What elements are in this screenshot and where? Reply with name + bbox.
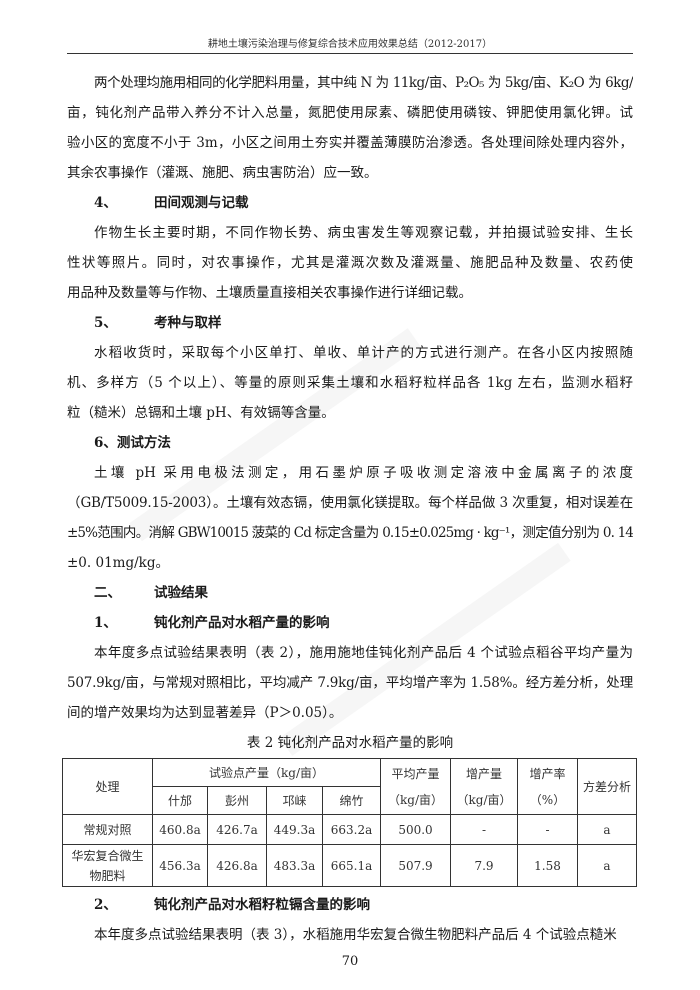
- heading-title: 钝化剂产品对水稻产量的影响: [154, 615, 330, 631]
- text-line: 本年度多点试验结果表明（表 2），施用施地佳钝化剂产品后 4 个试验点稻谷平均产…: [94, 645, 633, 661]
- header-anova: 方差分析: [577, 758, 637, 815]
- text-line: 其余农事操作（灌溉、施肥、病虫害防治）应一致。: [67, 165, 378, 181]
- section-heading: 6、测试方法: [94, 435, 171, 451]
- header-increase: 增产量 （kg/亩）: [450, 758, 518, 815]
- header-site: 什邡: [152, 786, 208, 815]
- paragraph: 作物生长主要时期，不同作物长势、病虫害发生等观察记载，并拍摄试验安排、生长性状等…: [67, 218, 633, 308]
- table-row: 华宏复合微生 物肥料 456.3a 426.8a 483.3a 665.1a 507.9 7.…: [62, 844, 637, 887]
- header-site: 邛崃: [266, 786, 323, 815]
- section-heading: 5、 考种与取样: [67, 308, 633, 338]
- table-cell: a: [577, 844, 637, 887]
- section-heading: 二、 试验结果: [67, 578, 633, 608]
- text-line: ±0. 01mg/kg。: [67, 555, 169, 571]
- table-cell: 1.58: [517, 844, 578, 887]
- table-cell: -: [517, 814, 578, 845]
- table-cell: 426.8a: [207, 844, 267, 887]
- heading-number: 1、: [94, 615, 117, 631]
- heading-title: 试验结果: [154, 585, 208, 601]
- header-sites: 试验点产量（kg/亩）: [152, 758, 381, 787]
- paragraph: 水稻收货时，采取每个小区单打、单收、单计产的方式进行测产。在各小区内按照随机、多…: [67, 338, 633, 428]
- text-line: 性状等照片。同时，对农事操作，尤其是灌溉次数及灌溉量、施肥品种及数量、农药使: [67, 255, 633, 271]
- table-cell: -: [450, 814, 518, 845]
- header-site: 彭州: [207, 786, 267, 815]
- text-line: ±5%范围内。消解 GBW10015 菠菜的 Cd 标定含量为 0.15±0.0…: [67, 525, 633, 541]
- text-line: 粒（糙米）总镉和土壤 pH、有效镉等含量。: [67, 405, 335, 421]
- paragraph: 土壤 pH 采用电极法测定，用石墨炉原子吸收测定溶液中金属离子的浓度 （GB/T5…: [67, 458, 633, 578]
- heading-title: 田间观测与记载: [154, 195, 249, 211]
- yield-table: 处理 试验点产量（kg/亩） 平均产量 （kg/亩） 增产量 （kg/亩） 增产率（…: [62, 758, 637, 887]
- text-line: （GB/T5009.15-2003）。土壤有效态镉，使用氯化镁提取。每个样品做 …: [67, 495, 633, 511]
- paragraph: 本年度多点试验结果表明（表 3），水稻施用华宏复合微生物肥料产品后 4 个试验点…: [67, 920, 633, 950]
- heading-number: 5、: [94, 315, 117, 331]
- heading-number: 4、: [94, 195, 117, 211]
- text-line: 机、多样方（5 个以上）、等量的原则采集土壤和水稻籽粒样品各 1kg 左右，监测…: [67, 375, 633, 391]
- table-cell: 449.3a: [266, 814, 323, 845]
- table-cell: 456.3a: [152, 844, 208, 887]
- cell-treatment: 华宏复合微生 物肥料: [62, 844, 153, 887]
- text-line: 507.9kg/亩，与常规对照相比，平均减产 7.9kg/亩，平均增产率为 1.…: [67, 675, 633, 691]
- text-line: 两个处理均施用相同的化学肥料用量，其中纯 N 为 11kg/亩、P₂O₅ 为 5…: [94, 75, 633, 91]
- header-treatment: 处理: [62, 758, 153, 815]
- text-line: 本年度多点试验结果表明（表 3），水稻施用华宏复合微生物肥料产品后 4 个试验点…: [94, 927, 617, 943]
- table-cell: 663.2a: [322, 814, 381, 845]
- section-heading: 4、 田间观测与记载: [67, 188, 633, 218]
- header-site: 绵竹: [322, 786, 381, 815]
- cell-treatment: 常规对照: [62, 814, 153, 845]
- table-cell: 507.9: [380, 844, 451, 887]
- header-avg: 平均产量 （kg/亩）: [380, 758, 451, 815]
- heading-title: 考种与取样: [154, 315, 222, 331]
- table-row: 常规对照 460.8a 426.7a 449.3a 663.2a 500.0- - a: [62, 814, 637, 845]
- table-cell: a: [577, 814, 637, 845]
- table-caption: 表 2 钝化剂产品对水稻产量的影响: [246, 735, 454, 751]
- header-rule: [67, 53, 633, 54]
- table-cell: 460.8a: [152, 814, 208, 845]
- text-line: 作物生长主要时期，不同作物长势、病虫害发生等观察记载，并拍摄试验安排、生长: [94, 225, 633, 241]
- text-line: 水稻收货时，采取每个小区单打、单收、单计产的方式进行测产。在各小区内按照随: [94, 345, 633, 361]
- paragraph: 两个处理均施用相同的化学肥料用量，其中纯 N 为 11kg/亩、P₂O₅ 为 5…: [67, 68, 633, 188]
- table-cell: 483.3a: [266, 844, 323, 887]
- header-rate: 增产率 （%）: [517, 758, 578, 815]
- table-cell: 500.0: [380, 814, 451, 845]
- table-cell: 7.9: [450, 844, 518, 887]
- text-line: 用品种及数量等与作物、土壤质量直接相关农事操作进行详细记载。: [67, 285, 472, 301]
- paragraph: 本年度多点试验结果表明（表 2），施用施地佳钝化剂产品后 4 个试验点稻谷平均产…: [67, 638, 633, 728]
- page-number: 70: [341, 954, 359, 969]
- page-body: 两个处理均施用相同的化学肥料用量，其中纯 N 为 11kg/亩、P₂O₅ 为 5…: [62, 68, 637, 950]
- text-line: 验小区的宽度不小于 3m，小区之间用土夯实并覆盖薄膜防治渗透。各处理间除处理内容…: [67, 135, 633, 151]
- heading-title: 钝化剂产品对水稻籽粒镉含量的影响: [154, 897, 370, 913]
- table-cell: 665.1a: [322, 844, 381, 887]
- text-line: 土壤 pH 采用电极法测定，用石墨炉原子吸收测定溶液中金属离子的浓度: [94, 465, 633, 481]
- heading-number: 二、: [94, 585, 121, 601]
- heading-number: 2、: [94, 897, 117, 913]
- table-cell: 426.7a: [207, 814, 267, 845]
- section-heading: 2、 钝化剂产品对水稻籽粒镉含量的影响: [67, 890, 633, 920]
- text-line: 间的增产效果均为达到显著差异（P＞0.05）。: [67, 705, 343, 721]
- section-heading: 1、 钝化剂产品对水稻产量的影响: [67, 608, 633, 638]
- running-header: 耕地土壤污染治理与修复综合技术应用效果总结（2012-2017）: [207, 39, 493, 50]
- text-line: 亩，钝化剂产品带入养分不计入总量，氮肥使用尿素、磷肥使用磷铵、钾肥使用氯化钾。试: [67, 105, 633, 121]
